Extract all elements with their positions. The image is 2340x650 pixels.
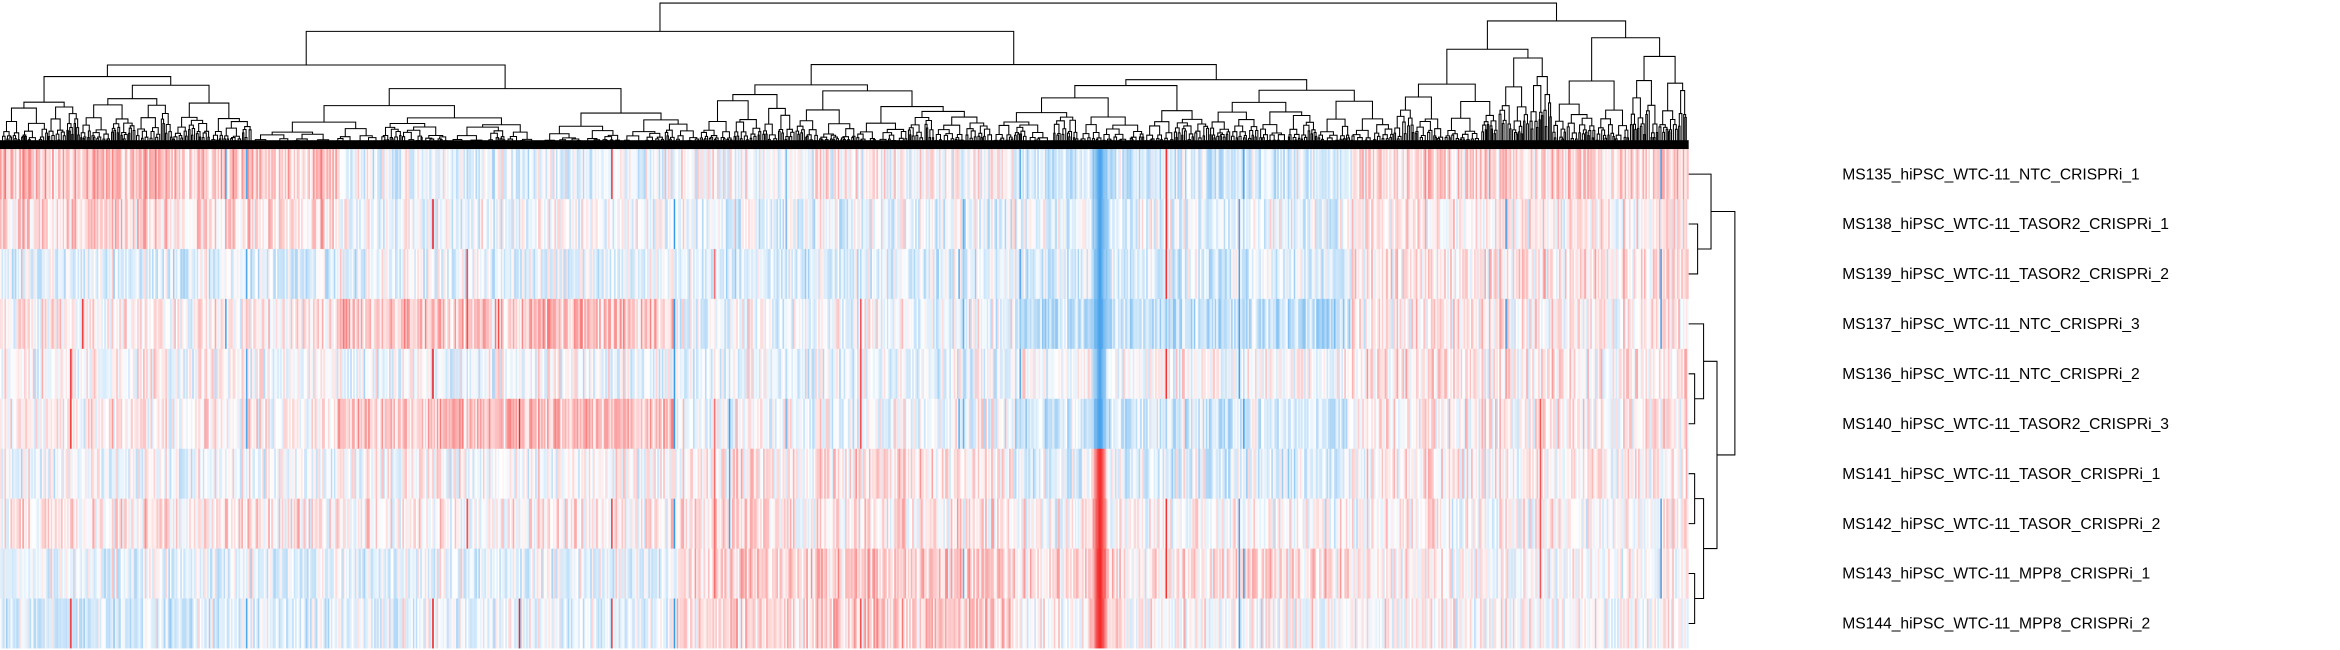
row-label: MS140_hiPSC_WTC-11_TASOR2_CRISPRi_3 bbox=[1842, 416, 2169, 433]
row-label: MS144_hiPSC_WTC-11_MPP8_CRISPRi_2 bbox=[1842, 616, 2150, 633]
row-label: MS138_hiPSC_WTC-11_TASOR2_CRISPRi_1 bbox=[1842, 216, 2169, 233]
row-label: MS135_hiPSC_WTC-11_NTC_CRISPRi_1 bbox=[1842, 166, 2140, 183]
row-label: MS137_hiPSC_WTC-11_NTC_CRISPRi_3 bbox=[1842, 316, 2140, 333]
row-label: MS142_hiPSC_WTC-11_TASOR_CRISPRi_2 bbox=[1842, 516, 2160, 533]
heatmap-cells bbox=[0, 149, 1689, 649]
heatmap-body bbox=[0, 149, 1689, 649]
row-label: MS141_hiPSC_WTC-11_TASOR_CRISPRi_1 bbox=[1842, 466, 2160, 483]
row-labels: MS135_hiPSC_WTC-11_NTC_CRISPRi_1 MS138_hi… bbox=[1842, 166, 2169, 632]
row-label: MS139_hiPSC_WTC-11_TASOR2_CRISPRi_2 bbox=[1842, 266, 2169, 283]
row-label: MS143_hiPSC_WTC-11_MPP8_CRISPRi_1 bbox=[1842, 566, 2150, 583]
column-dendrogram bbox=[0, 2, 1689, 150]
row-label: MS136_hiPSC_WTC-11_NTC_CRISPRi_2 bbox=[1842, 366, 2140, 383]
row-dendrogram bbox=[1688, 173, 1736, 624]
